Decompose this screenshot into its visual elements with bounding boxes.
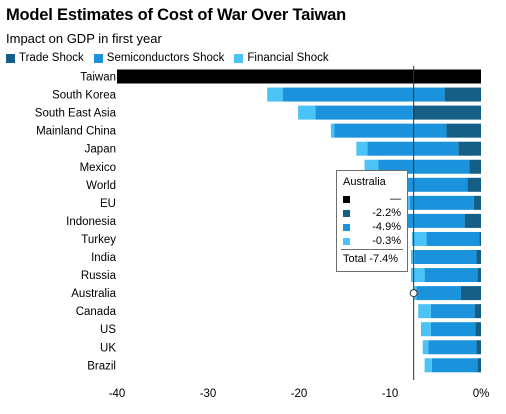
- tooltip-swatch-semiconductors: [343, 223, 350, 231]
- x-tick-label: -20: [291, 388, 308, 400]
- bar-mainland-china-semiconductors: [334, 123, 447, 138]
- bar-us-semiconductors: [430, 322, 476, 337]
- bar-us-financial: [420, 322, 431, 337]
- legend-label-trade: Trade Shock: [19, 52, 84, 64]
- legend-item-semiconductors[interactable]: Semiconductors Shock: [93, 52, 225, 64]
- category-label-indonesia: Indonesia: [66, 216, 116, 228]
- tooltip-divider: [341, 249, 403, 250]
- bar-canada-financial: [418, 304, 431, 319]
- bar-japan-semiconductors: [367, 141, 459, 156]
- bar-south-korea-trade: [444, 87, 481, 102]
- bar-brazil-trade: [477, 358, 481, 373]
- category-label-mainland-china: Mainland China: [36, 126, 117, 138]
- bar-turkey-trade: [479, 231, 481, 246]
- category-label-world: World: [86, 180, 116, 192]
- category-label-south-korea: South Korea: [52, 90, 117, 102]
- category-label-brazil: Brazil: [87, 360, 116, 372]
- bar-canada-trade: [474, 304, 481, 319]
- chart-title: Model Estimates of Cost of War Over Taiw…: [6, 6, 346, 24]
- bar-japan-trade: [458, 141, 481, 156]
- bar-japan-financial: [356, 141, 368, 156]
- category-label-mexico: Mexico: [80, 162, 116, 174]
- bar-us-trade: [475, 322, 481, 337]
- x-tick-label: -40: [109, 388, 126, 400]
- bar-south-korea-financial: [267, 87, 283, 102]
- bar-south-east-asia-trade: [412, 105, 481, 120]
- bar-brazil-semiconductors: [431, 358, 478, 373]
- tooltip-value-trade: -2.2%: [372, 207, 401, 219]
- legend-swatch-trade: [6, 53, 15, 63]
- x-tick-label: -30: [200, 388, 217, 400]
- bar-eu-semiconductors: [410, 195, 474, 210]
- legend-swatch-semiconductors: [93, 53, 103, 63]
- legend-swatch-financial: [234, 53, 244, 63]
- bar-russia-trade: [477, 268, 481, 283]
- bar-indonesia-trade: [464, 213, 481, 228]
- bar-turkey-financial: [411, 231, 427, 246]
- category-label-south-east-asia: South East Asia: [35, 108, 117, 120]
- category-label-eu: EU: [100, 198, 116, 210]
- bar-south-korea-semiconductors: [282, 87, 445, 102]
- tooltip-row-semiconductors: -4.9%: [343, 220, 403, 234]
- chart-subtitle: Impact on GDP in first year: [6, 31, 162, 46]
- category-label-canada: Canada: [76, 306, 117, 318]
- category-label-russia: Russia: [81, 270, 117, 282]
- tooltip-title: Australia: [343, 176, 386, 188]
- bar-uk-financial: [422, 340, 429, 355]
- tooltip-row-taiwan: —: [343, 192, 403, 206]
- bar-mainland-china-trade: [446, 123, 481, 138]
- bar-turkey-semiconductors: [426, 231, 480, 246]
- tooltip-total: Total -7.4%: [343, 253, 399, 265]
- bar-australia-semiconductors: [416, 286, 461, 301]
- category-label-turkey: Turkey: [81, 234, 116, 246]
- x-tick-label: -10: [382, 388, 399, 400]
- legend-item-trade[interactable]: Trade Shock: [6, 52, 84, 64]
- bar-south-east-asia-financial: [298, 105, 316, 120]
- bar-world-trade: [467, 177, 481, 192]
- bar-australia-trade: [460, 286, 481, 301]
- tooltip-row-trade: -2.2%: [343, 206, 403, 220]
- tooltip-value-financial: -0.3%: [372, 235, 401, 247]
- legend-item-financial[interactable]: Financial Shock: [234, 52, 329, 64]
- bar-uk-semiconductors: [428, 340, 477, 355]
- category-label-japan: Japan: [85, 144, 116, 156]
- category-label-us: US: [100, 324, 116, 336]
- legend-label-semiconductors: Semiconductors Shock: [106, 52, 225, 64]
- hover-tooltip: Australia — -2.2% -4.9% -0.3% Total -7.4…: [336, 170, 408, 272]
- tooltip-value-taiwan: —: [390, 193, 401, 205]
- reference-marker: [409, 289, 418, 298]
- tooltip-row-financial: -0.3%: [343, 234, 403, 248]
- bar-russia-semiconductors: [424, 268, 478, 283]
- bar-russia-financial: [410, 268, 425, 283]
- tooltip-swatch-taiwan: [343, 195, 350, 203]
- bar-south-east-asia-semiconductors: [315, 105, 413, 120]
- bar-india-financial: [410, 250, 415, 264]
- tooltip-swatch-trade: [343, 209, 350, 217]
- bar-india-trade: [476, 250, 481, 264]
- legend: Trade Shock Semiconductors Shock Financi…: [6, 52, 339, 64]
- bar-eu-trade: [473, 195, 481, 210]
- category-label-taiwan: Taiwan: [80, 72, 116, 84]
- bar-uk-trade: [476, 340, 481, 355]
- legend-label-financial: Financial Shock: [247, 52, 329, 64]
- bar-mexico-trade: [469, 159, 481, 174]
- category-label-uk: UK: [100, 342, 116, 354]
- x-tick-label: 0%: [473, 388, 490, 400]
- bar-indonesia-semiconductors: [405, 213, 465, 228]
- bar-world-semiconductors: [403, 177, 468, 192]
- bar-canada-semiconductors: [430, 304, 475, 319]
- category-label-india: India: [91, 252, 117, 264]
- tooltip-value-semiconductors: -4.9%: [372, 221, 401, 233]
- tooltip-swatch-financial: [343, 237, 350, 245]
- bar-brazil-financial: [424, 358, 432, 373]
- category-label-australia: Australia: [71, 288, 116, 300]
- bar-india-semiconductors: [414, 250, 477, 264]
- bar-mainland-china-financial: [330, 123, 335, 138]
- bar-taiwan-semiconductors: [117, 69, 481, 84]
